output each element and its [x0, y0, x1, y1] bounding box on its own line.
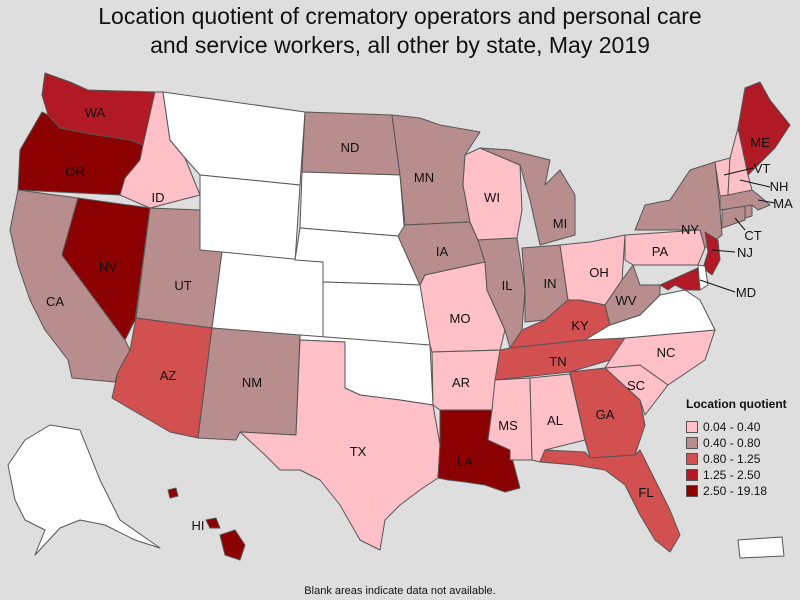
label-ma: MA	[773, 196, 793, 211]
legend: Location quotient 0.04 - 0.40 0.40 - 0.8…	[686, 397, 787, 499]
label-ct: CT	[744, 228, 761, 243]
map-title: Location quotient of crematory operators…	[0, 2, 800, 60]
legend-item: 0.40 - 0.80	[686, 435, 787, 451]
state-hi[interactable]	[219, 529, 246, 561]
label-mn: MN	[414, 170, 434, 185]
label-me: ME	[750, 135, 770, 150]
state-ak[interactable]	[7, 424, 161, 556]
state-tx[interactable]	[239, 339, 441, 551]
legend-swatch	[686, 469, 698, 481]
state-labels: WA OR CA NV ID UT AZ NM ND TX MN IA MO A…	[46, 105, 793, 533]
state-hi-kauai[interactable]	[167, 487, 179, 499]
label-or: OR	[65, 164, 85, 179]
label-vt: VT	[754, 161, 771, 176]
legend-label: 0.04 - 0.40	[703, 420, 761, 434]
state-ny[interactable]	[634, 161, 723, 249]
label-ny: NY	[681, 222, 699, 237]
label-nv: NV	[99, 259, 117, 274]
label-id: ID	[152, 190, 165, 205]
legend-label: 0.40 - 0.80	[703, 436, 761, 450]
legend-label: 1.25 - 2.50	[703, 468, 761, 482]
leader-nh	[739, 179, 771, 188]
label-ia: IA	[436, 244, 449, 259]
legend-swatch	[686, 485, 698, 497]
label-fl: FL	[638, 485, 653, 500]
label-ut: UT	[174, 278, 191, 293]
footnote: Blank areas indicate data not available.	[304, 585, 496, 597]
legend-swatch	[686, 421, 698, 433]
state-co[interactable]	[211, 251, 324, 339]
leader-ma	[757, 199, 776, 204]
leader-nj	[711, 249, 736, 253]
label-wa: WA	[85, 105, 106, 120]
legend-label: 0.80 - 1.25	[703, 452, 761, 466]
label-ca: CA	[46, 294, 64, 309]
legend-title: Location quotient	[686, 397, 787, 411]
label-sc: SC	[627, 378, 645, 393]
label-ms: MS	[498, 418, 518, 433]
label-nh: NH	[770, 179, 789, 194]
label-pa: PA	[652, 244, 669, 259]
label-mo: MO	[450, 311, 471, 326]
label-ar: AR	[452, 375, 470, 390]
legend-item: 0.80 - 1.25	[686, 451, 787, 467]
label-al: AL	[547, 413, 563, 428]
legend-item: 1.25 - 2.50	[686, 467, 787, 483]
label-hi: HI	[192, 518, 205, 533]
label-ky: KY	[571, 318, 589, 333]
label-il: IL	[502, 278, 513, 293]
state-md[interactable]	[659, 267, 701, 291]
label-wi: WI	[484, 190, 500, 205]
label-ga: GA	[596, 407, 615, 422]
state-mi[interactable]	[479, 147, 576, 246]
label-in: IN	[544, 276, 557, 291]
leader-vt	[723, 167, 754, 176]
label-oh: OH	[589, 265, 609, 280]
state-nv[interactable]	[61, 197, 151, 341]
state-wi[interactable]	[462, 147, 523, 241]
state-pr[interactable]	[737, 536, 785, 559]
legend-label: 2.50 - 19.18	[703, 484, 768, 498]
map-title-line-2: and service workers, all other by state,…	[150, 32, 650, 58]
legend-item: 2.50 - 19.18	[686, 483, 787, 499]
label-az: AZ	[160, 368, 177, 383]
state-de[interactable]	[697, 264, 709, 291]
state-hi-maui[interactable]	[205, 517, 221, 529]
label-tx: TX	[350, 444, 367, 459]
legend-item: 0.04 - 0.40	[686, 419, 787, 435]
leader-ct	[734, 217, 746, 231]
legend-swatch	[686, 453, 698, 465]
state-wy[interactable]	[199, 174, 301, 263]
state-ks[interactable]	[322, 281, 431, 346]
label-la: LA	[457, 454, 473, 469]
state-ma[interactable]	[719, 189, 771, 211]
label-nj: NJ	[737, 245, 753, 260]
legend-swatch	[686, 437, 698, 449]
label-nc: NC	[657, 345, 676, 360]
state-me[interactable]	[737, 81, 791, 176]
leader-md	[699, 279, 736, 293]
state-nj[interactable]	[702, 231, 721, 276]
label-tn: TN	[549, 354, 566, 369]
state-ri[interactable]	[744, 204, 753, 219]
label-mi: MI	[553, 216, 567, 231]
label-nm: NM	[242, 375, 262, 390]
state-sd[interactable]	[299, 171, 406, 239]
label-wv: WV	[616, 293, 637, 308]
state-fl[interactable]	[539, 449, 681, 553]
map-title-line-1: Location quotient of crematory operators…	[98, 3, 702, 29]
label-md: MD	[736, 285, 756, 300]
label-nd: ND	[341, 140, 360, 155]
